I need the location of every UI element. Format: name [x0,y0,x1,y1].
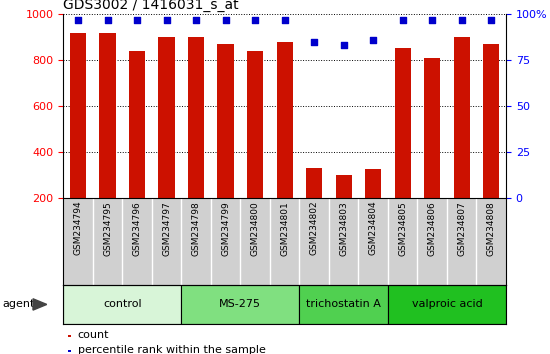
Point [457,17,466,23]
Text: GSM234800: GSM234800 [251,201,260,256]
Point [162,17,171,23]
Text: GSM234805: GSM234805 [398,201,407,256]
Bar [483,44,499,198]
Bar [68,350,71,353]
Bar [454,37,470,198]
Bar [277,42,293,198]
Text: agent: agent [3,299,35,309]
Point [103,17,112,23]
Text: GSM234799: GSM234799 [221,201,230,256]
Point [487,17,496,23]
Bar [129,51,145,198]
Text: percentile rank within the sample: percentile rank within the sample [78,346,266,354]
Text: GSM234804: GSM234804 [368,201,378,256]
Text: GSM234794: GSM234794 [74,201,82,256]
Bar [424,58,441,198]
Bar [336,175,352,198]
Bar [100,33,116,198]
Point [133,17,141,23]
Bar [388,285,506,324]
Text: GDS3002 / 1416031_s_at: GDS3002 / 1416031_s_at [63,0,239,12]
Bar [299,285,388,324]
Text: trichostatin A: trichostatin A [306,299,381,309]
Text: MS-275: MS-275 [219,299,261,309]
Text: GSM234807: GSM234807 [457,201,466,256]
Point [339,42,348,48]
Point [191,17,200,23]
Text: GSM234803: GSM234803 [339,201,348,256]
Bar [182,285,299,324]
Bar [158,37,175,198]
Point [310,39,318,45]
Text: GSM234797: GSM234797 [162,201,171,256]
Point [280,17,289,23]
Text: GSM234806: GSM234806 [428,201,437,256]
Point [251,17,260,23]
Point [398,17,407,23]
Bar [70,33,86,198]
Bar [365,170,381,198]
Point [221,17,230,23]
Text: count: count [78,330,109,340]
Bar [188,37,204,198]
Text: GSM234796: GSM234796 [133,201,141,256]
Bar [306,169,322,198]
Text: GSM234801: GSM234801 [280,201,289,256]
Bar [247,51,263,198]
Bar [63,285,182,324]
Point [428,17,437,23]
Text: GSM234802: GSM234802 [310,201,318,256]
Bar [68,335,71,337]
Text: GSM234808: GSM234808 [487,201,496,256]
Text: GSM234798: GSM234798 [191,201,201,256]
Text: control: control [103,299,141,309]
Bar [394,47,411,198]
Text: GSM234795: GSM234795 [103,201,112,256]
Point [368,37,377,43]
Bar [217,44,234,198]
Text: valproic acid: valproic acid [411,299,482,309]
Point [74,17,82,23]
